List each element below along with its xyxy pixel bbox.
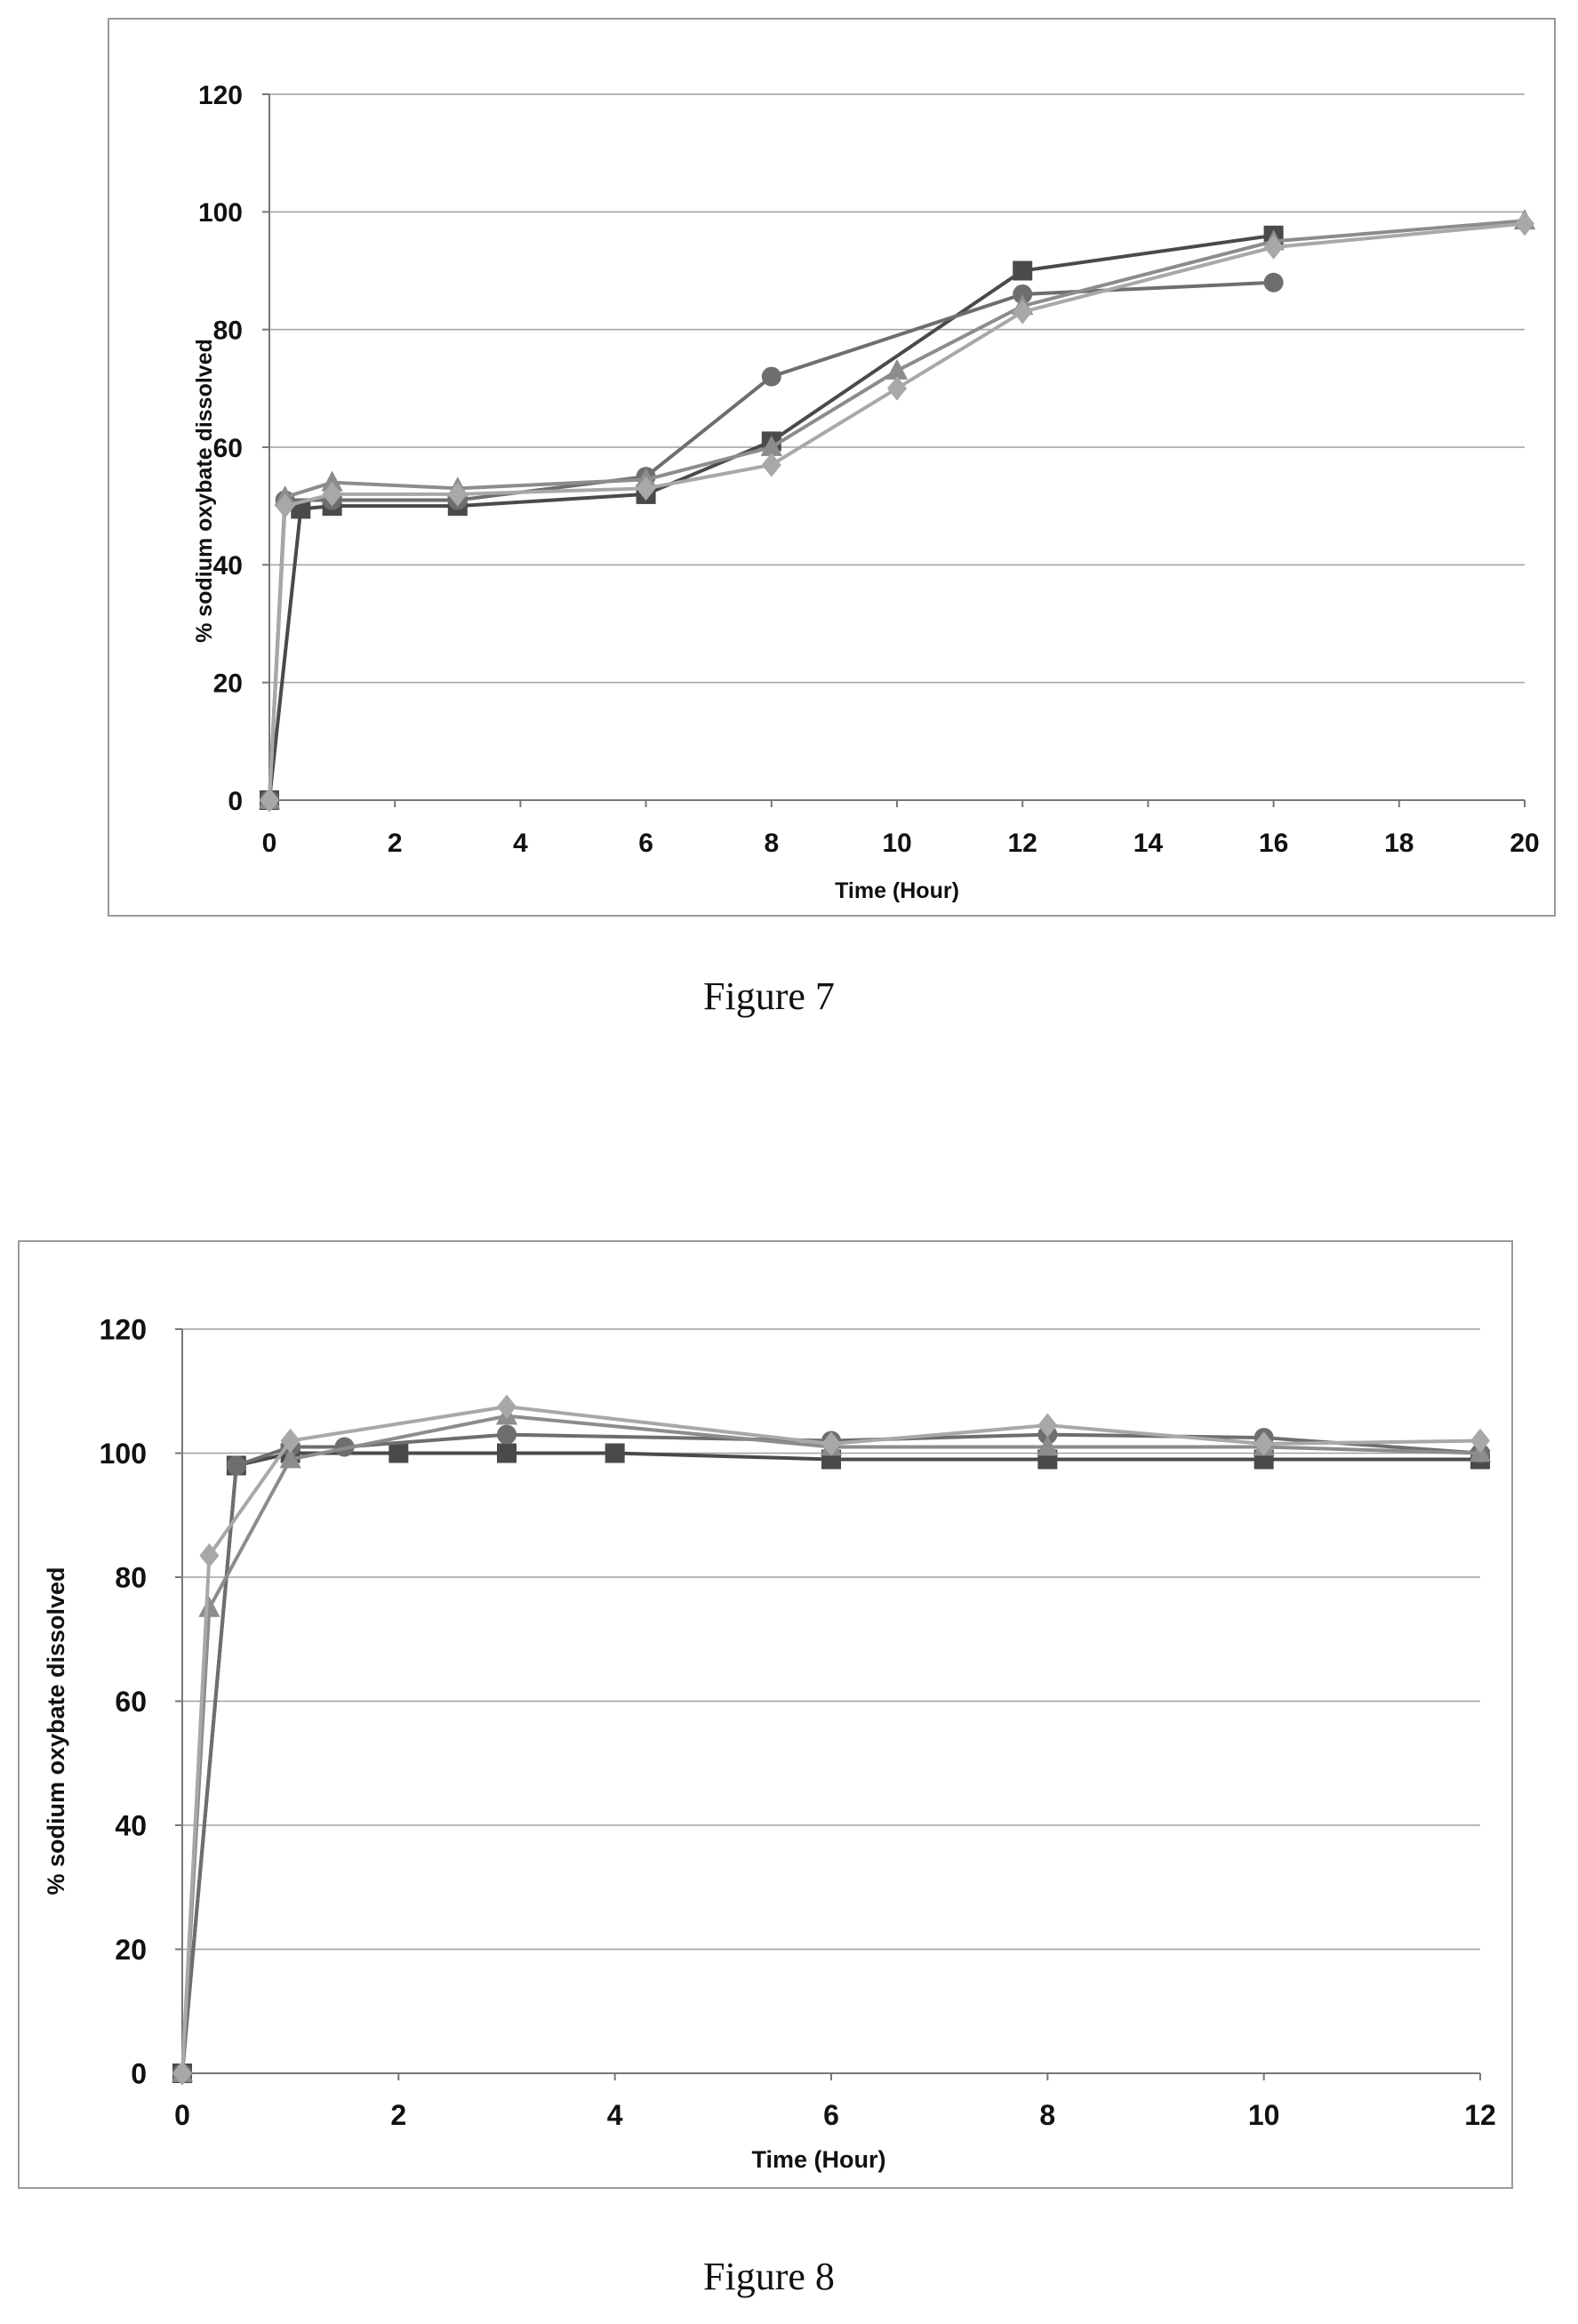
fig8-y-tick-label: 100	[100, 1438, 147, 1470]
fig8-y-tick-label: 80	[115, 1562, 147, 1594]
figure-7-chart: 0 20 40 60 80 100 120 0 2 4 6 8 10 12 14 16 18 20 Time (Ho…	[108, 18, 1556, 917]
fig8-y-tick-label: 40	[115, 1810, 147, 1842]
fig7-y-tick-label: 120	[198, 81, 243, 110]
fig8-series-circle	[172, 1424, 1490, 2083]
fig7-data-point-circle	[761, 366, 781, 387]
fig8-y-tick-label: 120	[100, 1314, 147, 1346]
fig8-data-point-circle	[226, 1455, 246, 1476]
figure-7-plot: 0 20 40 60 80 100 120 0 2 4 6 8 10 12 14 16 18 20 Time (Ho…	[192, 81, 1540, 903]
fig8-y-axis-title: % sodium oxybate dissolved	[43, 1567, 69, 1895]
fig7-data-point-diamond	[887, 376, 907, 401]
fig8-series-diamond	[172, 1394, 1490, 2086]
fig8-series-line-circle	[180, 1432, 1481, 2074]
fig7-y-axis-title: % sodium oxybate dissolved	[192, 339, 217, 643]
fig7-x-tick-label: 16	[1259, 829, 1288, 858]
fig8-y-tick-label: 0	[131, 2058, 147, 2090]
fig8-data-point-square	[388, 1443, 409, 1463]
fig7-y-tick-label: 20	[213, 669, 243, 698]
fig8-x-tick-label: 8	[1039, 2099, 1055, 2131]
fig7-x-tick-label: 0	[262, 829, 277, 858]
fig7-y-tick-label: 100	[198, 198, 243, 228]
fig7-series-line-diamond	[268, 221, 1526, 801]
figure-8-caption: Figure 8	[703, 2255, 835, 2298]
fig8-data-point-diamond	[821, 1431, 841, 1456]
figure-7-caption: Figure 7	[703, 974, 835, 1018]
fig7-y-tick-label: 0	[228, 787, 243, 816]
fig7-data-point-diamond	[322, 482, 342, 507]
fig7-series-line-triangle	[268, 219, 1526, 801]
fig7-x-tick-label: 12	[1008, 829, 1037, 858]
fig7-x-axis-title: Time (Hour)	[835, 878, 959, 903]
fig7-series-square	[260, 225, 1284, 810]
fig8-x-tick-label: 4	[607, 2099, 623, 2131]
fig8-data-point-diamond	[199, 1543, 220, 1568]
fig7-data-point-triangle	[321, 470, 343, 492]
fig7-x-tick-label: 8	[764, 829, 779, 858]
fig8-series-line-triangle	[180, 1414, 1481, 2074]
fig7-data-point-triangle	[760, 435, 782, 456]
fig7-data-point-diamond	[275, 493, 295, 518]
fig7-x-tick-label: 20	[1510, 829, 1539, 858]
fig8-data-point-triangle	[279, 1447, 301, 1469]
fig8-x-tick-label: 2	[390, 2099, 406, 2131]
fig7-data-point-diamond	[761, 453, 781, 477]
fig8-data-point-square	[497, 1443, 517, 1463]
fig7-data-point-circle	[1013, 284, 1033, 304]
fig8-x-tick-label: 0	[174, 2099, 190, 2131]
fig8-x-tick-label: 12	[1464, 2099, 1496, 2131]
fig8-data-point-diamond	[280, 1428, 300, 1454]
fig7-y-tick-label: 40	[213, 551, 243, 581]
fig8-x-tick-label: 6	[823, 2099, 839, 2131]
fig7-data-point-square	[1013, 260, 1033, 281]
fig7-x-tick-label: 4	[513, 829, 528, 858]
fig7-series-line-square	[268, 233, 1274, 801]
fig8-series-square	[172, 1443, 1490, 2083]
fig8-data-point-diamond	[1037, 1413, 1058, 1438]
figure-8-chart: 0 20 40 60 80 100 120 0 2 4 6 8 10 12 Time (Hour) % sod…	[18, 1240, 1513, 2189]
fig8-series-triangle	[171, 1404, 1492, 2082]
fig7-data-point-diamond	[1013, 300, 1033, 325]
fig7-y-tick-label: 80	[213, 316, 243, 345]
fig8-data-point-diamond	[497, 1394, 517, 1419]
fig7-x-tick-label: 10	[882, 829, 911, 858]
fig7-data-point-diamond	[1263, 235, 1284, 260]
fig8-x-tick-label: 10	[1248, 2099, 1280, 2131]
fig7-x-tick-label: 6	[638, 829, 653, 858]
figure-8-plot: 0 20 40 60 80 100 120 0 2 4 6 8 10 12 Time (Hour) % sod…	[43, 1314, 1496, 2173]
fig8-series-line-square	[180, 1451, 1480, 2074]
fig8-y-tick-label: 20	[115, 1934, 147, 1966]
fig8-data-point-diamond	[1470, 1428, 1490, 1454]
fig7-series-diamond	[260, 211, 1534, 813]
fig8-data-point-square	[605, 1443, 625, 1463]
fig7-series-circle	[260, 272, 1284, 810]
fig8-x-axis-title: Time (Hour)	[751, 2146, 885, 2173]
fig7-x-tick-label: 18	[1384, 829, 1414, 858]
fig7-data-point-diamond	[636, 476, 656, 501]
fig7-data-point-triangle	[885, 358, 909, 380]
fig8-series-line-diamond	[180, 1405, 1481, 2074]
fig7-data-point-diamond	[260, 788, 279, 813]
fig8-data-point-diamond	[172, 2061, 192, 2086]
fig7-x-tick-label: 2	[388, 829, 403, 858]
fig7-data-point-circle	[1263, 272, 1284, 293]
fig8-data-point-triangle	[1037, 1435, 1059, 1456]
fig7-x-tick-label: 14	[1133, 829, 1164, 858]
fig8-data-point-triangle	[198, 1596, 220, 1617]
fig8-data-point-circle	[497, 1424, 517, 1445]
fig7-data-point-diamond	[447, 482, 468, 507]
fig8-y-tick-label: 60	[115, 1686, 147, 1718]
fig7-y-tick-label: 60	[213, 434, 243, 463]
fig8-data-point-diamond	[1254, 1431, 1274, 1456]
fig7-data-point-diamond	[1515, 211, 1534, 236]
fig7-series-line-circle	[268, 280, 1274, 801]
